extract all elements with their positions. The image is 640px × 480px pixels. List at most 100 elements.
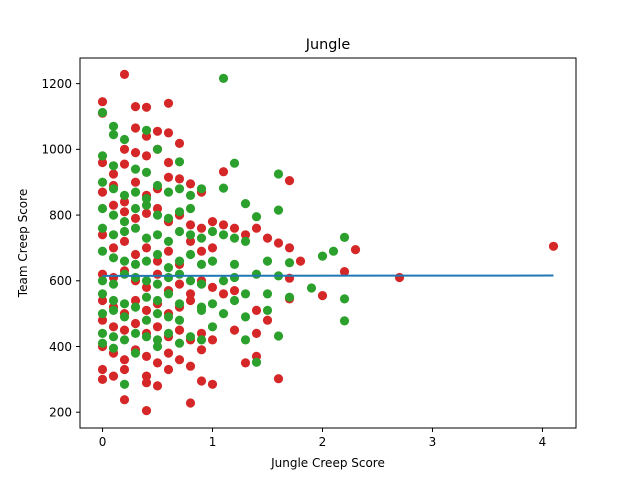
point-red-38	[185, 220, 196, 230]
point-green-121	[273, 331, 284, 341]
point-green-66	[339, 232, 350, 242]
point-red-87	[251, 305, 262, 315]
point-green-86	[108, 295, 119, 306]
point-green-8	[108, 161, 119, 171]
point-red-124	[196, 376, 207, 386]
point-green-36	[97, 223, 108, 233]
point-red-109	[152, 358, 163, 368]
point-red-90	[317, 291, 328, 301]
point-green-25	[97, 203, 108, 214]
point-green-107	[240, 312, 251, 322]
point-red-6	[152, 126, 163, 136]
point-red-55	[207, 243, 218, 253]
point-red-18	[163, 157, 174, 168]
point-green-85	[97, 289, 108, 299]
point-red-44	[251, 223, 262, 233]
y-tick-label: 1200	[41, 77, 72, 91]
point-green-58	[174, 256, 185, 266]
point-green-49	[240, 236, 251, 246]
point-red-13	[108, 169, 119, 179]
point-green-52	[108, 253, 119, 263]
point-red-56	[262, 233, 273, 243]
point-green-16	[119, 190, 130, 200]
y-axis-ticks: 200 400 600 800 1000 1200	[41, 77, 80, 420]
point-green-96	[240, 289, 251, 299]
point-red-128	[141, 406, 152, 416]
point-red-110	[163, 348, 174, 358]
point-green-76	[185, 276, 196, 286]
point-green-105	[196, 305, 207, 315]
point-red-51	[163, 246, 174, 256]
point-red-40	[207, 217, 218, 227]
point-red-41	[218, 220, 229, 230]
point-green-50	[251, 212, 262, 222]
point-green-0	[97, 107, 108, 118]
point-red-54	[196, 246, 207, 256]
point-green-56	[152, 249, 163, 260]
point-red-92	[108, 322, 119, 332]
y-axis-label: Team Creep Score	[16, 189, 30, 298]
y-tick-label: 1000	[41, 143, 72, 157]
point-green-42	[163, 236, 174, 246]
point-green-3	[141, 125, 152, 135]
point-red-39	[196, 223, 207, 233]
point-red-73	[185, 289, 196, 299]
point-red-129	[185, 398, 196, 408]
point-red-34	[141, 208, 152, 218]
point-green-31	[163, 213, 174, 223]
point-green-18	[141, 194, 152, 204]
point-green-5	[119, 134, 130, 145]
point-red-76	[218, 289, 229, 299]
point-red-75	[207, 282, 218, 292]
point-red-58	[284, 243, 295, 253]
point-green-111	[108, 332, 119, 342]
point-green-110	[97, 328, 108, 338]
point-green-72	[141, 276, 152, 286]
chart-title: Jungle	[305, 37, 351, 53]
point-green-127	[251, 357, 262, 367]
point-green-17	[130, 187, 141, 197]
y-tick-label: 400	[49, 340, 72, 354]
point-red-49	[141, 243, 152, 253]
point-green-10	[141, 167, 152, 177]
point-red-119	[119, 364, 130, 375]
point-red-70	[152, 269, 163, 279]
point-green-83	[306, 283, 317, 293]
point-red-3	[130, 102, 141, 112]
point-red-94	[130, 318, 141, 329]
point-green-82	[284, 292, 295, 302]
point-green-112	[119, 335, 130, 345]
point-green-47	[218, 230, 229, 240]
point-green-99	[108, 305, 119, 315]
point-green-44	[185, 230, 196, 240]
point-red-121	[141, 378, 152, 388]
point-red-82	[141, 305, 152, 315]
y-tick-label: 800	[49, 208, 72, 222]
point-green-22	[185, 190, 196, 200]
point-red-7	[163, 128, 174, 138]
point-red-112	[185, 361, 196, 371]
point-red-8	[130, 123, 141, 133]
point-red-113	[196, 345, 207, 355]
plot-frame	[79, 57, 577, 429]
point-red-16	[141, 151, 152, 161]
point-red-120	[141, 371, 152, 381]
x-tick-label: 3	[429, 435, 437, 449]
point-green-78	[218, 276, 229, 286]
point-red-69	[141, 282, 152, 292]
point-green-48	[229, 233, 240, 243]
point-green-77	[196, 279, 207, 289]
point-red-35	[152, 203, 163, 214]
point-red-47	[119, 236, 130, 246]
point-red-111	[174, 355, 185, 365]
point-green-80	[251, 269, 262, 279]
point-green-117	[185, 332, 196, 342]
point-green-119	[207, 322, 218, 332]
point-green-89	[141, 292, 152, 302]
point-green-114	[141, 332, 152, 342]
point-red-28	[174, 174, 185, 184]
point-green-95	[229, 295, 240, 306]
point-green-74	[163, 272, 174, 283]
point-red-23	[119, 197, 130, 207]
point-red-88	[262, 315, 273, 325]
